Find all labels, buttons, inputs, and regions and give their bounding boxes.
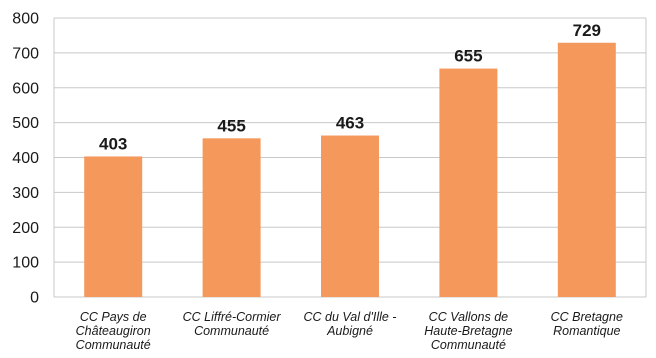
y-axis-ticks: 0 100 200 300 400 500 600 700 800 <box>12 11 39 307</box>
x-tick-label: CC Bretagne Romantique <box>551 310 623 338</box>
y-tick-label: 0 <box>30 290 39 307</box>
bar <box>321 135 379 297</box>
bars <box>84 42 616 298</box>
bar <box>557 42 616 298</box>
y-tick-label: 100 <box>12 255 39 272</box>
x-tick-label: CC Pays de Châteaugiron Communauté <box>76 310 151 352</box>
y-tick-label: 300 <box>12 185 39 202</box>
data-label: 463 <box>336 114 364 133</box>
x-tick-label: CC Vallons de Haute-Bretagne Communauté <box>424 310 512 352</box>
gridlines <box>53 17 647 298</box>
y-tick-label: 200 <box>12 220 39 237</box>
x-tick-label: CC du Val d'Ille -Aubigné <box>304 310 397 338</box>
data-labels: 403 455 463 655 729 <box>99 21 601 154</box>
data-label: 403 <box>99 134 127 153</box>
data-label: 655 <box>454 47 482 66</box>
data-label: 729 <box>573 21 601 40</box>
y-tick-label: 800 <box>12 11 39 28</box>
x-tick-label: CC Liffré-Cormier Communauté <box>183 310 282 338</box>
y-tick-label: 500 <box>12 115 39 132</box>
bar <box>202 138 261 297</box>
x-axis-labels: CC Pays de Châteaugiron Communauté CC Liffr… <box>76 310 623 352</box>
y-tick-label: 400 <box>12 150 39 167</box>
bar <box>84 156 143 297</box>
bar <box>439 68 498 297</box>
y-tick-label: 700 <box>12 45 39 62</box>
y-tick-label: 600 <box>12 80 39 97</box>
data-label: 455 <box>217 116 245 135</box>
